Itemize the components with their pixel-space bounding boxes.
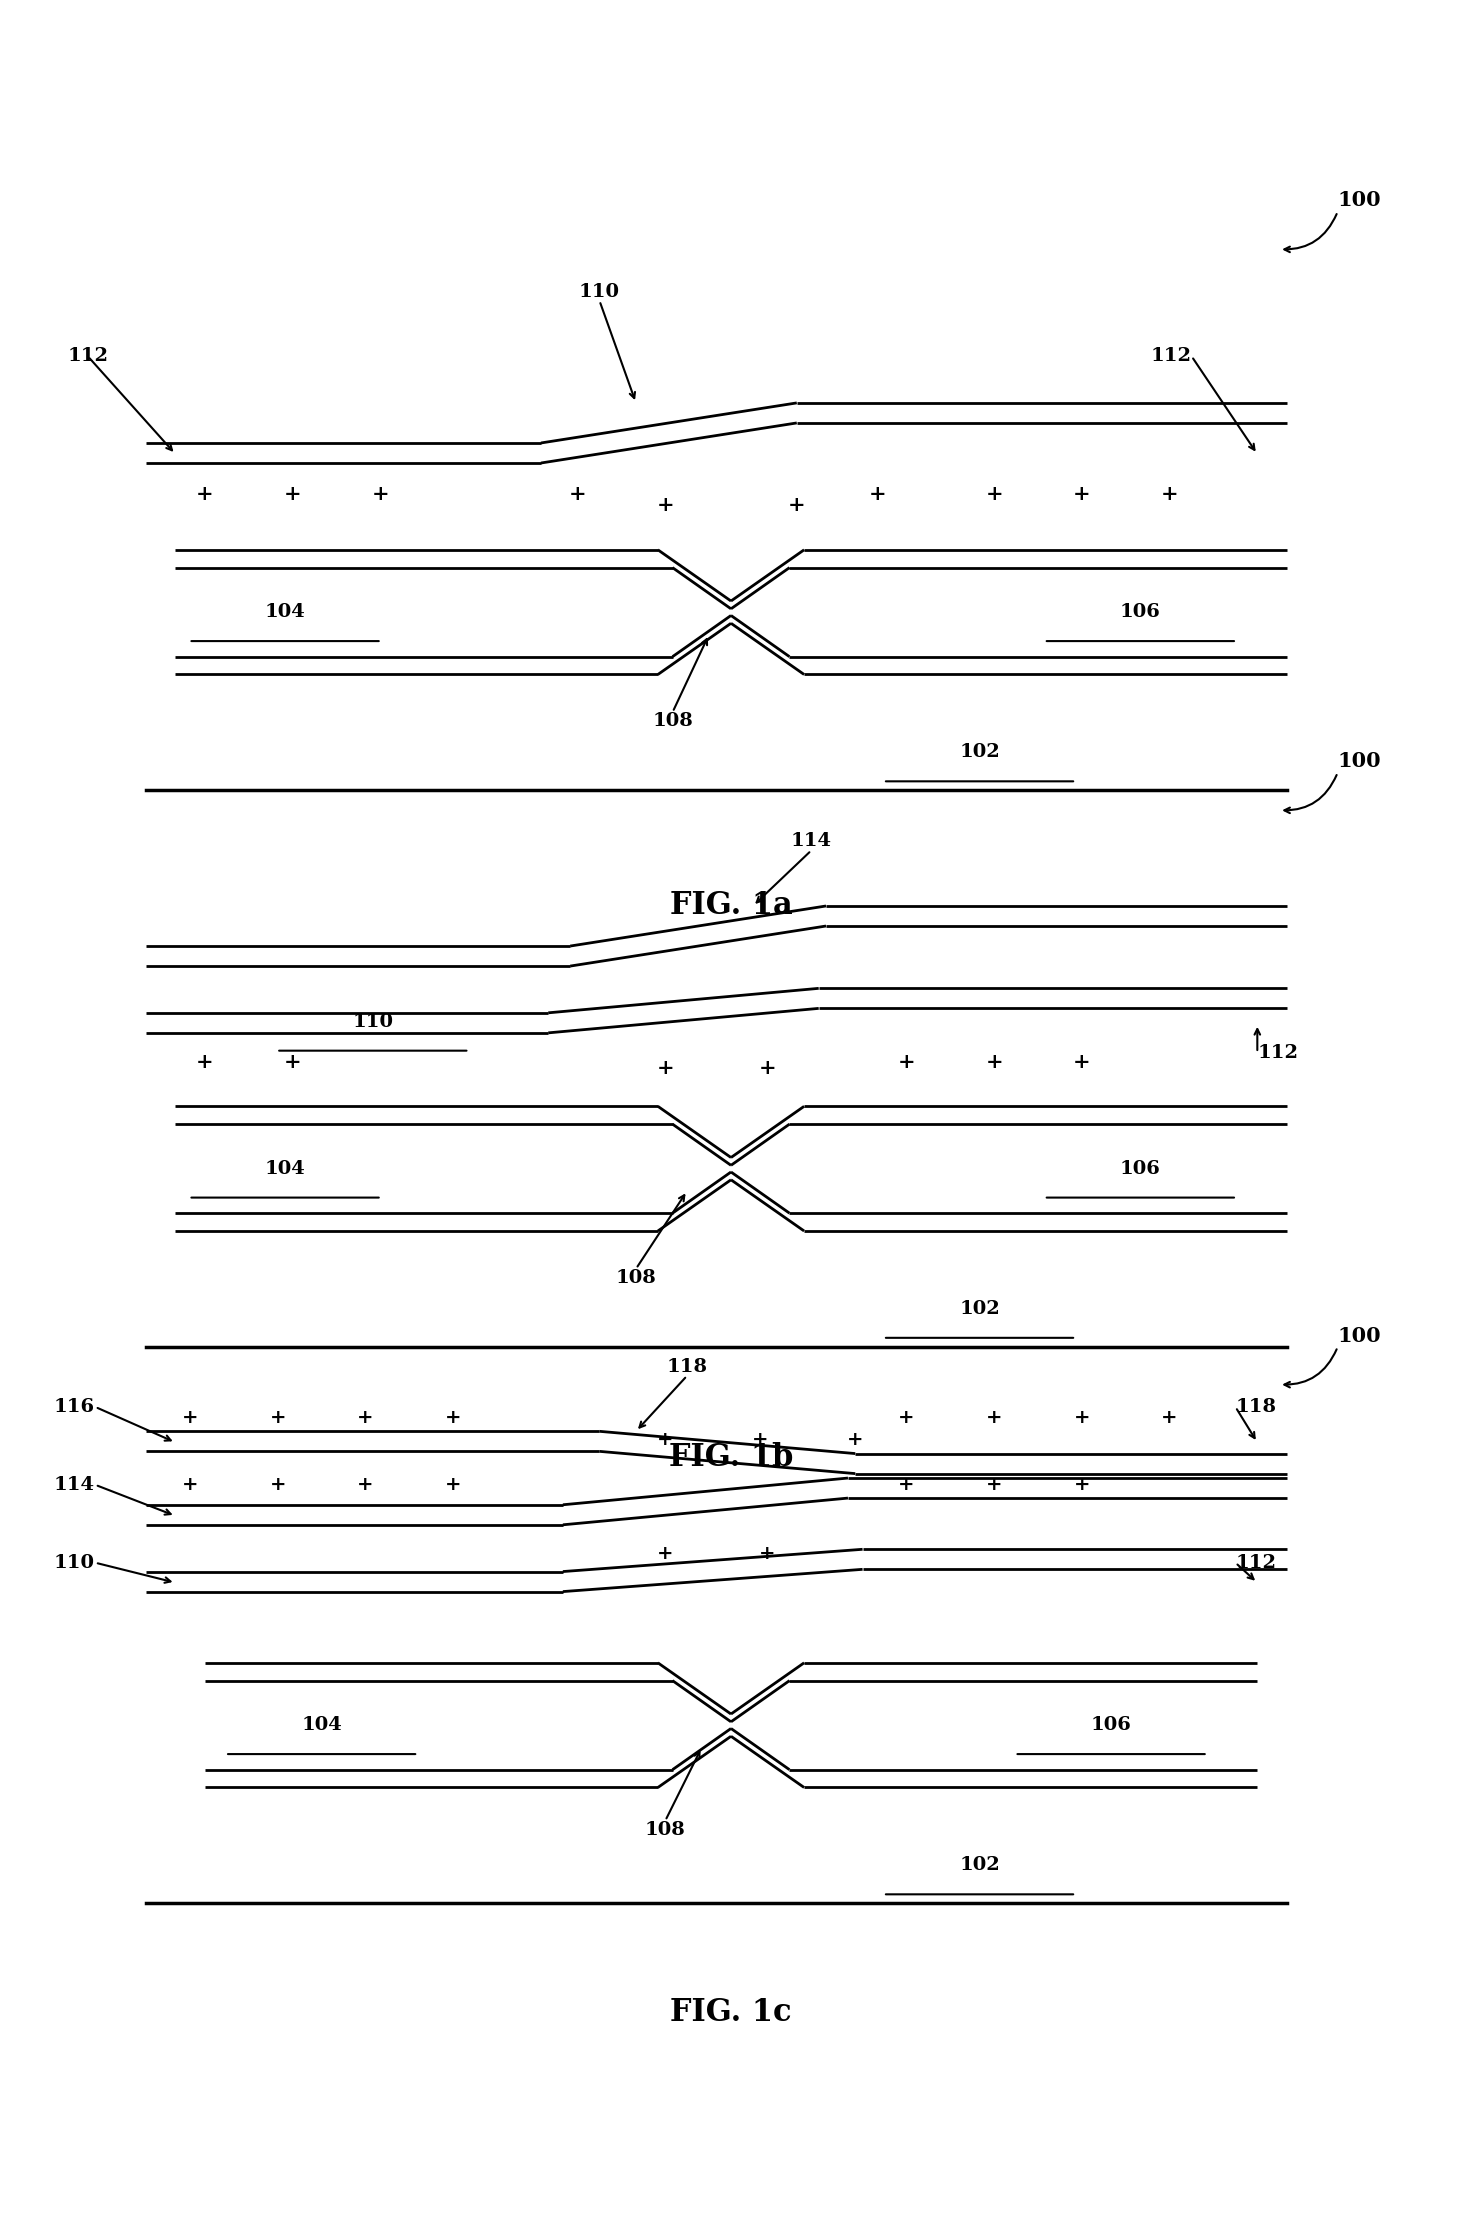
- Text: +: +: [357, 1409, 374, 1427]
- Text: +: +: [196, 1053, 213, 1071]
- Text: 112: 112: [1257, 1044, 1298, 1062]
- Text: +: +: [371, 485, 389, 503]
- Text: +: +: [898, 1476, 915, 1494]
- Text: 104: 104: [265, 1160, 306, 1178]
- Text: +: +: [759, 1545, 776, 1563]
- Text: +: +: [985, 1053, 1003, 1071]
- Text: +: +: [196, 485, 213, 503]
- Text: +: +: [985, 1409, 1003, 1427]
- Text: 114: 114: [791, 833, 832, 850]
- Text: +: +: [181, 1476, 199, 1494]
- Text: +: +: [898, 1409, 915, 1427]
- Text: +: +: [656, 1060, 674, 1077]
- Text: 110: 110: [352, 1013, 393, 1031]
- Text: 102: 102: [959, 1856, 1000, 1874]
- Text: 118: 118: [1235, 1398, 1276, 1416]
- Text: +: +: [1073, 1476, 1091, 1494]
- Text: 100: 100: [1338, 191, 1382, 209]
- Text: +: +: [656, 496, 674, 514]
- Text: +: +: [269, 1476, 287, 1494]
- Text: +: +: [759, 1060, 776, 1077]
- Text: 100: 100: [1338, 1327, 1382, 1345]
- Text: 106: 106: [1120, 1160, 1161, 1178]
- Text: 102: 102: [959, 743, 1000, 761]
- Text: +: +: [357, 1476, 374, 1494]
- Text: 110: 110: [54, 1554, 95, 1572]
- Text: +: +: [985, 485, 1003, 503]
- Text: FIG. 1b: FIG. 1b: [668, 1442, 794, 1474]
- Text: +: +: [656, 1545, 674, 1563]
- Text: 116: 116: [54, 1398, 95, 1416]
- Text: +: +: [444, 1409, 462, 1427]
- Text: +: +: [1161, 1409, 1178, 1427]
- Text: FIG. 1a: FIG. 1a: [670, 890, 792, 922]
- Text: +: +: [569, 485, 586, 503]
- Text: 112: 112: [1151, 347, 1192, 365]
- Text: +: +: [181, 1409, 199, 1427]
- Text: 104: 104: [301, 1716, 342, 1734]
- Text: +: +: [1073, 1053, 1091, 1071]
- Text: 110: 110: [579, 283, 620, 301]
- Text: +: +: [656, 1431, 674, 1449]
- Text: 112: 112: [1235, 1554, 1276, 1572]
- Text: FIG. 1c: FIG. 1c: [670, 1997, 792, 2028]
- Text: +: +: [846, 1431, 864, 1449]
- Text: 114: 114: [54, 1476, 95, 1494]
- Text: +: +: [898, 1053, 915, 1071]
- Text: 108: 108: [645, 1821, 686, 1839]
- Text: 118: 118: [667, 1358, 708, 1376]
- Text: 108: 108: [616, 1269, 656, 1287]
- Text: +: +: [269, 1409, 287, 1427]
- Text: 106: 106: [1091, 1716, 1132, 1734]
- Text: +: +: [1073, 1409, 1091, 1427]
- Text: +: +: [284, 1053, 301, 1071]
- Text: 106: 106: [1120, 603, 1161, 621]
- Text: 108: 108: [652, 712, 693, 730]
- Text: +: +: [284, 485, 301, 503]
- Text: +: +: [444, 1476, 462, 1494]
- Text: +: +: [788, 496, 806, 514]
- Text: 112: 112: [67, 347, 108, 365]
- Text: 102: 102: [959, 1300, 1000, 1318]
- Text: +: +: [985, 1476, 1003, 1494]
- Text: +: +: [1161, 485, 1178, 503]
- Text: +: +: [868, 485, 886, 503]
- Text: +: +: [1073, 485, 1091, 503]
- Text: 100: 100: [1338, 752, 1382, 770]
- Text: +: +: [751, 1431, 769, 1449]
- Text: 104: 104: [265, 603, 306, 621]
